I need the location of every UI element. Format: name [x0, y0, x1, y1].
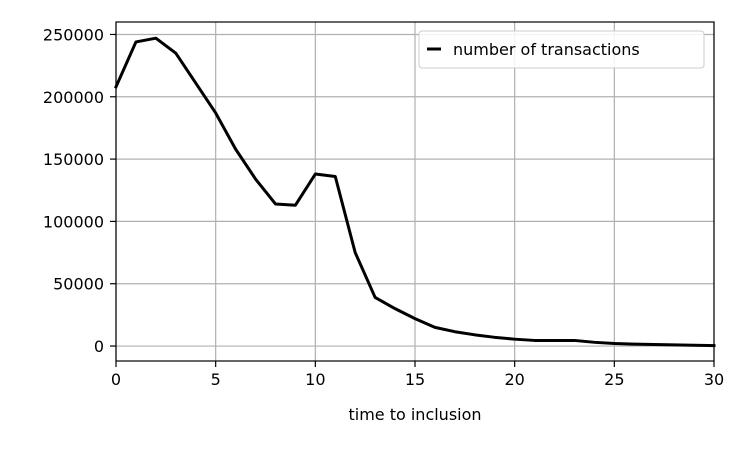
x-tick-label: 30 — [704, 370, 724, 389]
x-tick-label: 25 — [604, 370, 624, 389]
y-axis: 0 50000 100000 150000 200000 250000 — [43, 25, 116, 356]
y-tick-label: 50000 — [53, 275, 104, 294]
x-tick-label: 10 — [305, 370, 325, 389]
y-tick-label: 100000 — [43, 212, 104, 231]
x-axis-label: time to inclusion — [348, 405, 481, 424]
series-line — [114, 36, 716, 348]
legend: number of transactions — [418, 30, 705, 69]
x-tick-label: 0 — [111, 370, 121, 389]
legend-label: number of transactions — [453, 40, 640, 59]
x-tick-label: 5 — [211, 370, 221, 389]
y-tick-label: 250000 — [43, 25, 104, 44]
series-layer — [114, 36, 716, 348]
x-tick-label: 15 — [405, 370, 425, 389]
x-axis: 0 5 10 15 20 25 30 — [111, 361, 724, 389]
legend-box — [418, 30, 705, 69]
x-tick-label: 20 — [504, 370, 524, 389]
y-tick-label: 0 — [94, 337, 104, 356]
y-tick-label: 150000 — [43, 150, 104, 169]
y-tick-label: 200000 — [43, 88, 104, 107]
grid-lines — [115, 22, 715, 361]
